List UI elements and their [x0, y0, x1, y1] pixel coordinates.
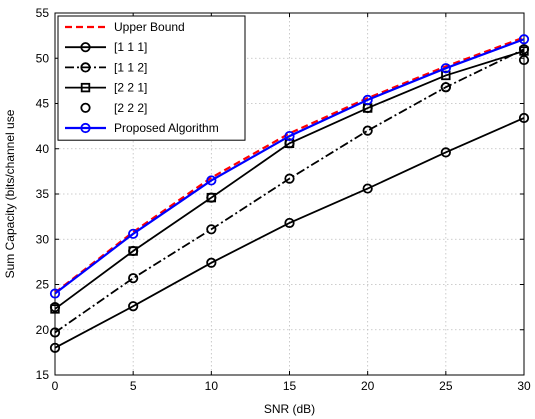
- legend-box: [57, 15, 246, 141]
- series-line: [54, 38, 525, 295]
- x-tick-label: 25: [439, 379, 453, 393]
- series-0: [54, 36, 525, 294]
- legend-label: Upper Bound: [114, 20, 185, 34]
- x-tick-label: 5: [130, 379, 137, 393]
- legend-label: [2 2 2]: [114, 101, 147, 115]
- legend-marker: [80, 62, 91, 73]
- x-tick-label: 30: [517, 379, 531, 393]
- legend-label: [2 2 1]: [114, 81, 147, 95]
- data-point: [49, 288, 61, 299]
- y-axis-label: Sum Capacity (bits/channel use: [3, 109, 17, 278]
- data-point: [284, 130, 295, 142]
- data-point: [518, 112, 530, 124]
- data-point: [518, 54, 530, 66]
- data-point: [518, 34, 530, 45]
- legend-marker: [80, 42, 91, 53]
- data-point: [284, 138, 295, 149]
- series-line: [54, 117, 525, 349]
- data-point: [284, 217, 295, 229]
- data-point: [362, 183, 373, 194]
- series-line: [54, 50, 525, 310]
- data-point: [128, 245, 139, 257]
- x-tick-label: 15: [283, 379, 297, 393]
- data-point: [206, 175, 217, 186]
- y-tick-label: 30: [36, 232, 50, 246]
- legend: Upper Bound [1 1 1] [1 1 2] [2 2 1] [2 2 2] P…: [57, 15, 246, 141]
- x-axis-label: SNR (dB): [264, 402, 315, 416]
- y-tick-label: 55: [36, 6, 50, 20]
- data-point: [206, 192, 217, 203]
- x-tick-label: 20: [361, 379, 375, 393]
- data-point: [440, 63, 451, 74]
- legend-label: [1 1 1]: [114, 40, 147, 54]
- series-line: [54, 48, 525, 334]
- data-point: [49, 342, 61, 353]
- legend-entry: [2 2 2]: [80, 101, 147, 115]
- data-point: [49, 302, 61, 313]
- x-tick-label: 0: [52, 379, 59, 393]
- data-point: [440, 82, 451, 93]
- y-tick-label: 45: [36, 97, 50, 111]
- data-point: [362, 125, 373, 136]
- data-point: [128, 228, 139, 239]
- y-tick-label: 25: [36, 278, 50, 292]
- legend-entry: [1 1 1]: [65, 40, 147, 54]
- tick-labels: 0 5 10 15 20 25 30 15 20 25 30 35 40 45 50 55: [36, 6, 531, 393]
- data-point: [362, 94, 373, 105]
- data-point: [519, 46, 529, 56]
- data-point: [284, 173, 295, 184]
- legend-label: Proposed Algorithm: [114, 121, 219, 135]
- data-point: [128, 273, 139, 284]
- series-5: [49, 34, 530, 299]
- legend-label: [1 1 2]: [114, 60, 147, 74]
- legend-marker: [80, 102, 91, 113]
- y-tick-label: 35: [36, 187, 50, 201]
- y-tick-label: 15: [36, 368, 50, 382]
- data-point: [440, 147, 451, 158]
- data-point: [128, 301, 139, 312]
- y-tick-label: 50: [36, 51, 50, 65]
- x-tick-label: 10: [205, 379, 219, 393]
- series-line: [54, 36, 525, 294]
- series-1: [49, 112, 530, 353]
- legend-entry: [2 2 1]: [65, 81, 147, 95]
- legend-marker: [80, 122, 91, 134]
- y-tick-label: 20: [36, 323, 50, 337]
- legend-entry: [1 1 2]: [65, 60, 147, 74]
- data-point: [206, 224, 217, 235]
- data-point: [206, 257, 217, 268]
- legend-entry: Proposed Algorithm: [65, 121, 219, 135]
- series-layer: [49, 34, 530, 353]
- y-tick-label: 40: [36, 142, 50, 156]
- legend-entry: Upper Bound: [65, 20, 185, 34]
- legend-marker: [80, 82, 91, 93]
- data-point: [49, 327, 61, 338]
